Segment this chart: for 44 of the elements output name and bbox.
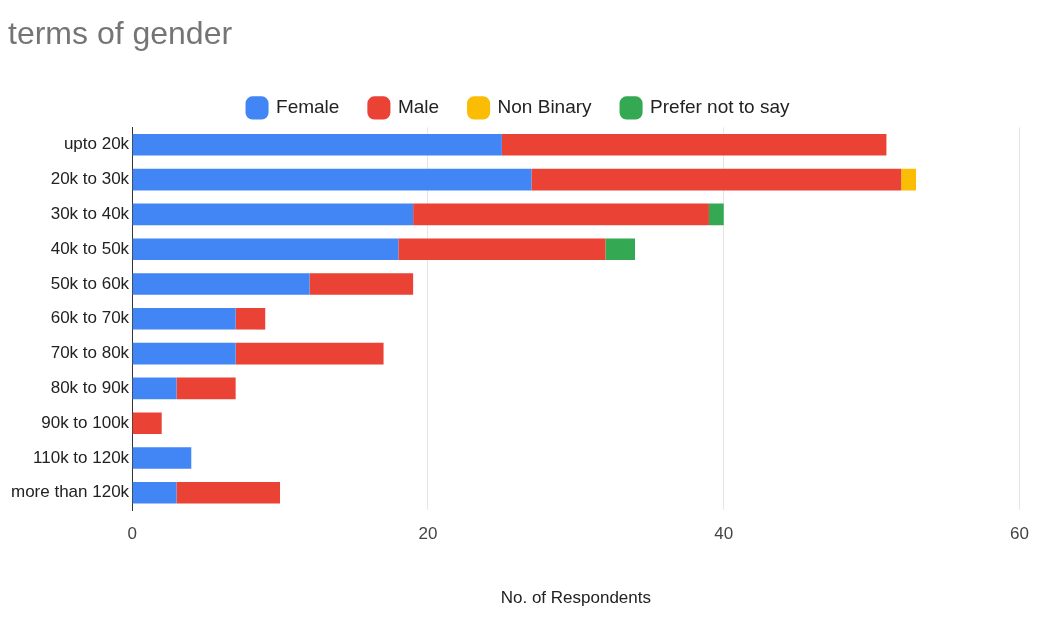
y-tick-label: 70k to 80k (50, 343, 130, 363)
y-tick-label: 60k to 70k (50, 308, 130, 328)
bar (132, 203, 414, 226)
legend-label: Male (397, 96, 440, 118)
x-axis-title: No. of Respondents (500, 588, 651, 608)
x-tick-label: 20 (418, 524, 438, 544)
bar (132, 308, 236, 330)
bar (309, 273, 414, 295)
x-tick-label: 60 (1010, 524, 1030, 544)
y-tick-label: more than 120k (10, 482, 130, 502)
legend-label: Non Binary (497, 96, 593, 118)
bar (901, 168, 917, 191)
bar (132, 447, 192, 469)
legend-label: Female (276, 96, 340, 118)
legend-label: Prefer not to say (650, 96, 790, 118)
y-tick-label: 110k to 120k (33, 447, 130, 467)
bar (413, 203, 709, 226)
x-tick-label: 0 (127, 524, 137, 544)
y-tick-label: 30k to 40k (50, 204, 130, 224)
bar (132, 412, 162, 434)
bar (132, 377, 177, 400)
bar (501, 134, 887, 156)
x-tick-label: 40 (714, 524, 734, 544)
bar (235, 342, 384, 365)
bar (132, 238, 399, 260)
bar (132, 342, 236, 365)
bar (176, 377, 236, 400)
bar (132, 168, 532, 191)
y-tick-label: 50k to 60k (50, 273, 130, 293)
y-tick-label: 90k to 100k (41, 412, 130, 432)
bar (132, 482, 177, 504)
bar (235, 308, 266, 330)
y-tick-label: 20k to 30k (50, 169, 130, 189)
y-tick-label: 40k to 50k (50, 238, 130, 258)
y-tick-label: 80k to 90k (50, 378, 130, 398)
bar (132, 273, 310, 295)
bar (708, 203, 724, 226)
bar (531, 168, 902, 191)
bar (176, 482, 281, 504)
bar (398, 238, 606, 260)
bar (605, 238, 635, 260)
y-tick-label: upto 20k (63, 134, 130, 154)
chart-title: terms of gender (8, 15, 233, 52)
bar (132, 134, 502, 156)
